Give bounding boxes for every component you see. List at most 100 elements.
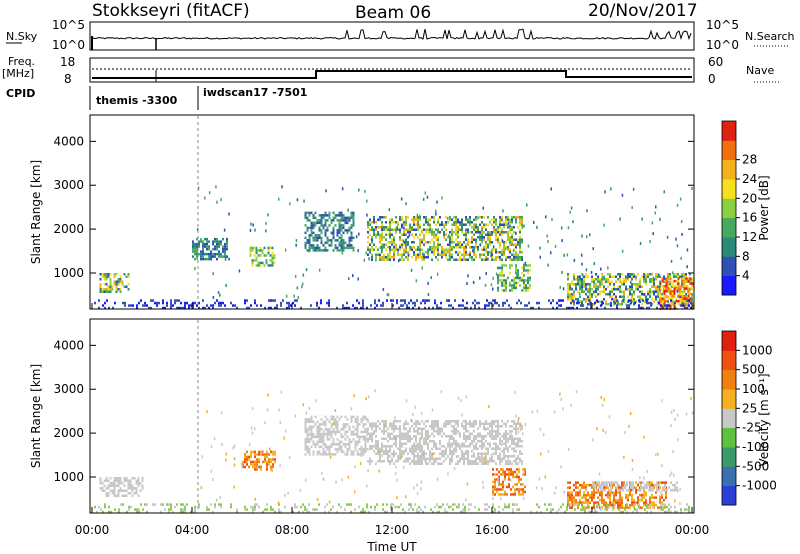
power-scatter-cell bbox=[336, 239, 339, 242]
power-scatter-cell bbox=[304, 241, 307, 245]
velocity-speckle bbox=[416, 483, 418, 487]
power-speckle bbox=[479, 276, 481, 280]
velocity-scatter-cell bbox=[316, 443, 319, 446]
power-scatter-cell bbox=[379, 233, 381, 236]
velocity-ground-cell bbox=[674, 505, 676, 509]
power-scatter-cell bbox=[433, 236, 435, 239]
velocity-scatter-cell bbox=[111, 489, 114, 492]
power-scatter-cell bbox=[495, 236, 497, 239]
velocity-speckle bbox=[458, 431, 460, 435]
power-scatter-cell bbox=[385, 238, 387, 241]
velocity-scatter-cell bbox=[318, 440, 321, 444]
velocity-scatter-cell bbox=[602, 481, 604, 484]
power-scatter-cell bbox=[393, 243, 395, 246]
velocity-scatter-cell bbox=[591, 491, 593, 494]
velocity-ground-cell bbox=[474, 505, 476, 509]
power-scatter-cell bbox=[589, 295, 591, 298]
velocity-scatter-cell bbox=[371, 440, 373, 443]
power-scatter-cell bbox=[635, 275, 637, 278]
velocity-scatter-cell bbox=[425, 457, 427, 460]
velocity-ground-cell bbox=[384, 510, 386, 514]
power-scatter-cell bbox=[425, 256, 427, 259]
velocity-scatter-cell bbox=[367, 420, 369, 423]
date-title: 20/Nov/2017 bbox=[588, 1, 698, 21]
velocity-scatter-cell bbox=[338, 430, 341, 434]
power-scatter-cell bbox=[338, 236, 341, 240]
velocity-ytick-label: 4000 bbox=[53, 338, 84, 352]
velocity-scatter-cell bbox=[487, 432, 489, 435]
power-scatter-cell bbox=[689, 277, 692, 280]
power-scatter-cell bbox=[419, 243, 421, 246]
velocity-scatter-cell bbox=[401, 435, 403, 438]
velocity-scatter-cell bbox=[137, 494, 140, 497]
velocity-scatter-cell bbox=[127, 482, 130, 485]
velocity-scatter-cell bbox=[131, 484, 134, 487]
power-scatter-cell bbox=[671, 289, 674, 293]
velocity-scatter-cell bbox=[627, 498, 629, 502]
velocity-scatter-cell bbox=[399, 452, 401, 455]
power-ground-cell bbox=[684, 306, 686, 310]
power-scatter-cell bbox=[381, 243, 383, 246]
velocity-scatter-cell bbox=[417, 445, 419, 448]
velocity-scatter-cell bbox=[508, 485, 510, 489]
velocity-scatter-cell bbox=[513, 440, 515, 443]
power-scatter-cell bbox=[257, 264, 260, 267]
power-speckle bbox=[539, 246, 541, 250]
power-scatter-cell bbox=[617, 278, 619, 281]
power-scatter-cell bbox=[269, 254, 272, 257]
power-scatter-cell bbox=[691, 282, 694, 285]
power-scatter-cell bbox=[607, 280, 609, 283]
power-scatter-cell bbox=[481, 216, 483, 219]
power-scatter-cell bbox=[429, 218, 431, 221]
velocity-scatter-cell bbox=[268, 463, 270, 466]
velocity-speckle bbox=[221, 443, 223, 446]
power-scatter-cell bbox=[521, 238, 523, 241]
power-scatter-cell bbox=[348, 226, 351, 230]
power-speckle bbox=[436, 272, 439, 276]
power-scatter-cell bbox=[577, 275, 579, 278]
velocity-ground-cell bbox=[508, 505, 510, 509]
velocity-speckle bbox=[522, 432, 524, 436]
power-scatter-cell bbox=[683, 275, 685, 278]
power-ground-cell bbox=[210, 304, 212, 307]
velocity-scatter-cell bbox=[399, 430, 401, 433]
velocity-scatter-cell bbox=[364, 440, 367, 444]
velocity-ground-cell bbox=[464, 508, 466, 511]
power-scatter-cell bbox=[220, 252, 222, 256]
velocity-scatter-cell bbox=[274, 450, 276, 454]
velocity-scatter-cell bbox=[431, 457, 433, 460]
power-ground-cell bbox=[460, 304, 462, 307]
velocity-scatter-cell bbox=[524, 490, 526, 494]
power-speckle bbox=[654, 211, 656, 215]
velocity-scatter-cell bbox=[246, 455, 248, 459]
power-scatter-cell bbox=[519, 284, 521, 287]
power-scatter-cell bbox=[625, 303, 627, 306]
power-scatter-cell bbox=[409, 223, 411, 226]
power-scatter-cell bbox=[677, 293, 679, 296]
power-scatter-cell bbox=[517, 258, 519, 261]
power-scatter-cell bbox=[677, 289, 680, 293]
power-scatter-cell bbox=[389, 231, 391, 234]
velocity-scatter-cell bbox=[498, 475, 500, 479]
power-scatter-cell bbox=[503, 284, 505, 287]
power-scatter-cell bbox=[196, 247, 198, 251]
power-scatter-cell bbox=[407, 216, 409, 219]
power-ground-cell bbox=[194, 301, 196, 305]
velocity-scatter-cell bbox=[643, 491, 645, 494]
velocity-scatter-cell bbox=[605, 493, 607, 497]
velocity-scatter-cell bbox=[268, 460, 270, 464]
velocity-scatter-cell bbox=[663, 498, 665, 502]
velocity-ground-cell bbox=[596, 503, 598, 506]
velocity-scatter-cell bbox=[322, 423, 325, 426]
power-scatter-cell bbox=[381, 228, 383, 231]
power-scatter-cell bbox=[320, 229, 323, 232]
velocity-scatter-cell bbox=[437, 462, 439, 465]
power-scatter-cell bbox=[673, 279, 676, 283]
power-scatter-cell bbox=[226, 242, 228, 246]
velocity-scatter-cell bbox=[648, 483, 650, 487]
velocity-scatter-cell bbox=[602, 488, 604, 492]
velocity-scatter-cell bbox=[324, 415, 327, 419]
power-scatter-cell bbox=[387, 256, 389, 259]
power-ground-cell bbox=[300, 306, 302, 310]
power-scatter-cell bbox=[611, 290, 613, 293]
